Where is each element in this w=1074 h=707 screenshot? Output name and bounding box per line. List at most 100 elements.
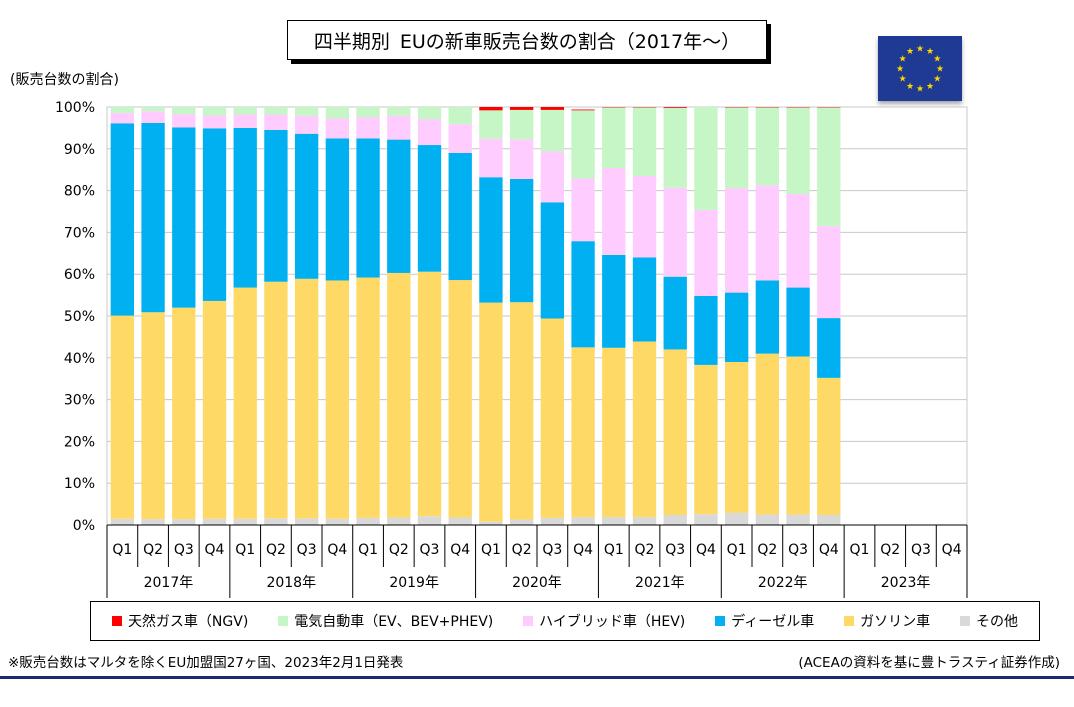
legend-label: ハイブリッド車（HEV) <box>539 614 686 630</box>
x-tick-label: Q3 <box>174 542 194 558</box>
bar-segment <box>817 514 841 525</box>
bar-segment <box>509 107 534 110</box>
x-tick-label: Q1 <box>112 542 132 558</box>
bar-segment <box>294 115 319 134</box>
bar-segment <box>325 118 350 139</box>
footnote: ※販売台数はマルタを除くEU加盟国27ヶ国、2023年2月1日発表 <box>8 655 404 671</box>
x-tick-label: Q3 <box>420 542 440 558</box>
legend-swatch <box>715 616 726 626</box>
x-tick-label: Q3 <box>788 542 808 558</box>
bar-segment <box>509 139 534 179</box>
flag-star: ★ <box>899 75 907 85</box>
bar-segment <box>387 107 411 116</box>
bar-segment <box>202 115 227 129</box>
bar-segment <box>233 287 257 519</box>
y-tick-label: 30% <box>64 393 95 409</box>
x-tick-label: Q3 <box>911 542 931 558</box>
bar-segment <box>202 128 227 301</box>
bar-segment <box>325 138 350 281</box>
bar-segment <box>632 107 657 176</box>
x-tick-label: Q3 <box>297 542 317 558</box>
bar-segment <box>387 139 411 273</box>
bar-segment <box>294 107 319 116</box>
bar-segment <box>694 364 718 515</box>
x-tick-label: Q1 <box>727 542 747 558</box>
bar-segment <box>325 280 350 519</box>
x-tick-label: Q2 <box>635 542 655 558</box>
bar-segment <box>786 107 810 194</box>
x-tick-label: Q1 <box>850 542 870 558</box>
bar-segment <box>202 107 227 116</box>
legend-item: ハイブリッド車（HEV) <box>523 611 685 631</box>
bar-segment <box>141 122 165 313</box>
flag-star: ★ <box>926 82 934 92</box>
bar-segment <box>479 107 503 111</box>
x-tick-label: Q2 <box>389 542 409 558</box>
chart-title: 四半期別 EUの新車販売台数の割合（2017年～） <box>287 20 767 60</box>
bar-segment <box>202 518 227 525</box>
bottom-divider <box>0 676 1074 679</box>
bar-segment <box>233 518 257 525</box>
bar-segment <box>663 514 687 525</box>
bar-segment <box>540 107 565 110</box>
bar-segment <box>786 514 810 525</box>
bar-segment <box>141 312 165 520</box>
x-year-label: 2021年 <box>635 575 685 591</box>
bar-segment <box>172 114 196 128</box>
bar-segment <box>417 107 442 120</box>
x-year-label: 2018年 <box>266 575 316 591</box>
y-tick-label: 0% <box>73 518 95 534</box>
y-tick-label: 60% <box>64 267 95 283</box>
y-tick-label: 40% <box>64 351 95 367</box>
bar-segment <box>417 119 442 146</box>
bar-segment <box>479 177 503 303</box>
bar-segment <box>602 168 626 255</box>
bar-segment <box>172 107 196 115</box>
bar-segment <box>602 347 626 518</box>
source-note: (ACEAの資料を基に豊トラスティ証券作成) <box>798 655 1060 671</box>
bar-segment <box>540 318 565 518</box>
bar-segment <box>509 302 534 520</box>
bar-segment <box>817 318 841 378</box>
bar-segment <box>172 127 196 308</box>
bar-segment <box>294 518 319 525</box>
bar-segment <box>755 280 780 354</box>
x-tick-label: Q2 <box>266 542 286 558</box>
bar-segment <box>632 257 657 342</box>
bar-segment <box>755 107 780 186</box>
legend-label: その他 <box>975 614 1018 630</box>
bar-segment <box>264 281 288 519</box>
x-tick-label: Q1 <box>235 542 255 558</box>
bar-segment <box>632 341 657 518</box>
x-tick-label: Q4 <box>696 542 716 558</box>
legend-label: 電気自動車（EV、BEV+PHEV) <box>294 614 494 630</box>
legend-swatch <box>959 616 970 626</box>
bar-segment <box>448 107 472 125</box>
y-tick-label: 90% <box>64 142 95 158</box>
bar-segment <box>294 278 319 519</box>
bar-segment <box>479 138 503 178</box>
bar-segment <box>571 110 595 179</box>
bar-segment <box>724 361 749 513</box>
x-tick-label: Q2 <box>512 542 532 558</box>
bar-segment <box>356 517 380 525</box>
bar-segment <box>509 178 534 303</box>
chart-title-main: 四半期別 <box>313 30 390 53</box>
x-year-label: 2022年 <box>758 575 808 591</box>
bar-segment <box>141 111 165 123</box>
flag-star: ★ <box>899 55 907 65</box>
bar-segment <box>540 109 565 152</box>
bar-segment <box>602 254 626 348</box>
bar-segment <box>264 107 288 115</box>
bar-segment <box>110 315 135 519</box>
flag-star: ★ <box>906 47 914 57</box>
y-tick-label: 100% <box>55 100 95 116</box>
bar-segment <box>479 521 503 525</box>
flag-star: ★ <box>916 45 924 55</box>
bar-segment <box>786 287 810 357</box>
bar-segment <box>110 107 135 113</box>
bar-segment <box>110 518 135 525</box>
bar-segment <box>509 109 534 140</box>
bar-segment <box>540 517 565 525</box>
bar-segment <box>632 175 657 258</box>
